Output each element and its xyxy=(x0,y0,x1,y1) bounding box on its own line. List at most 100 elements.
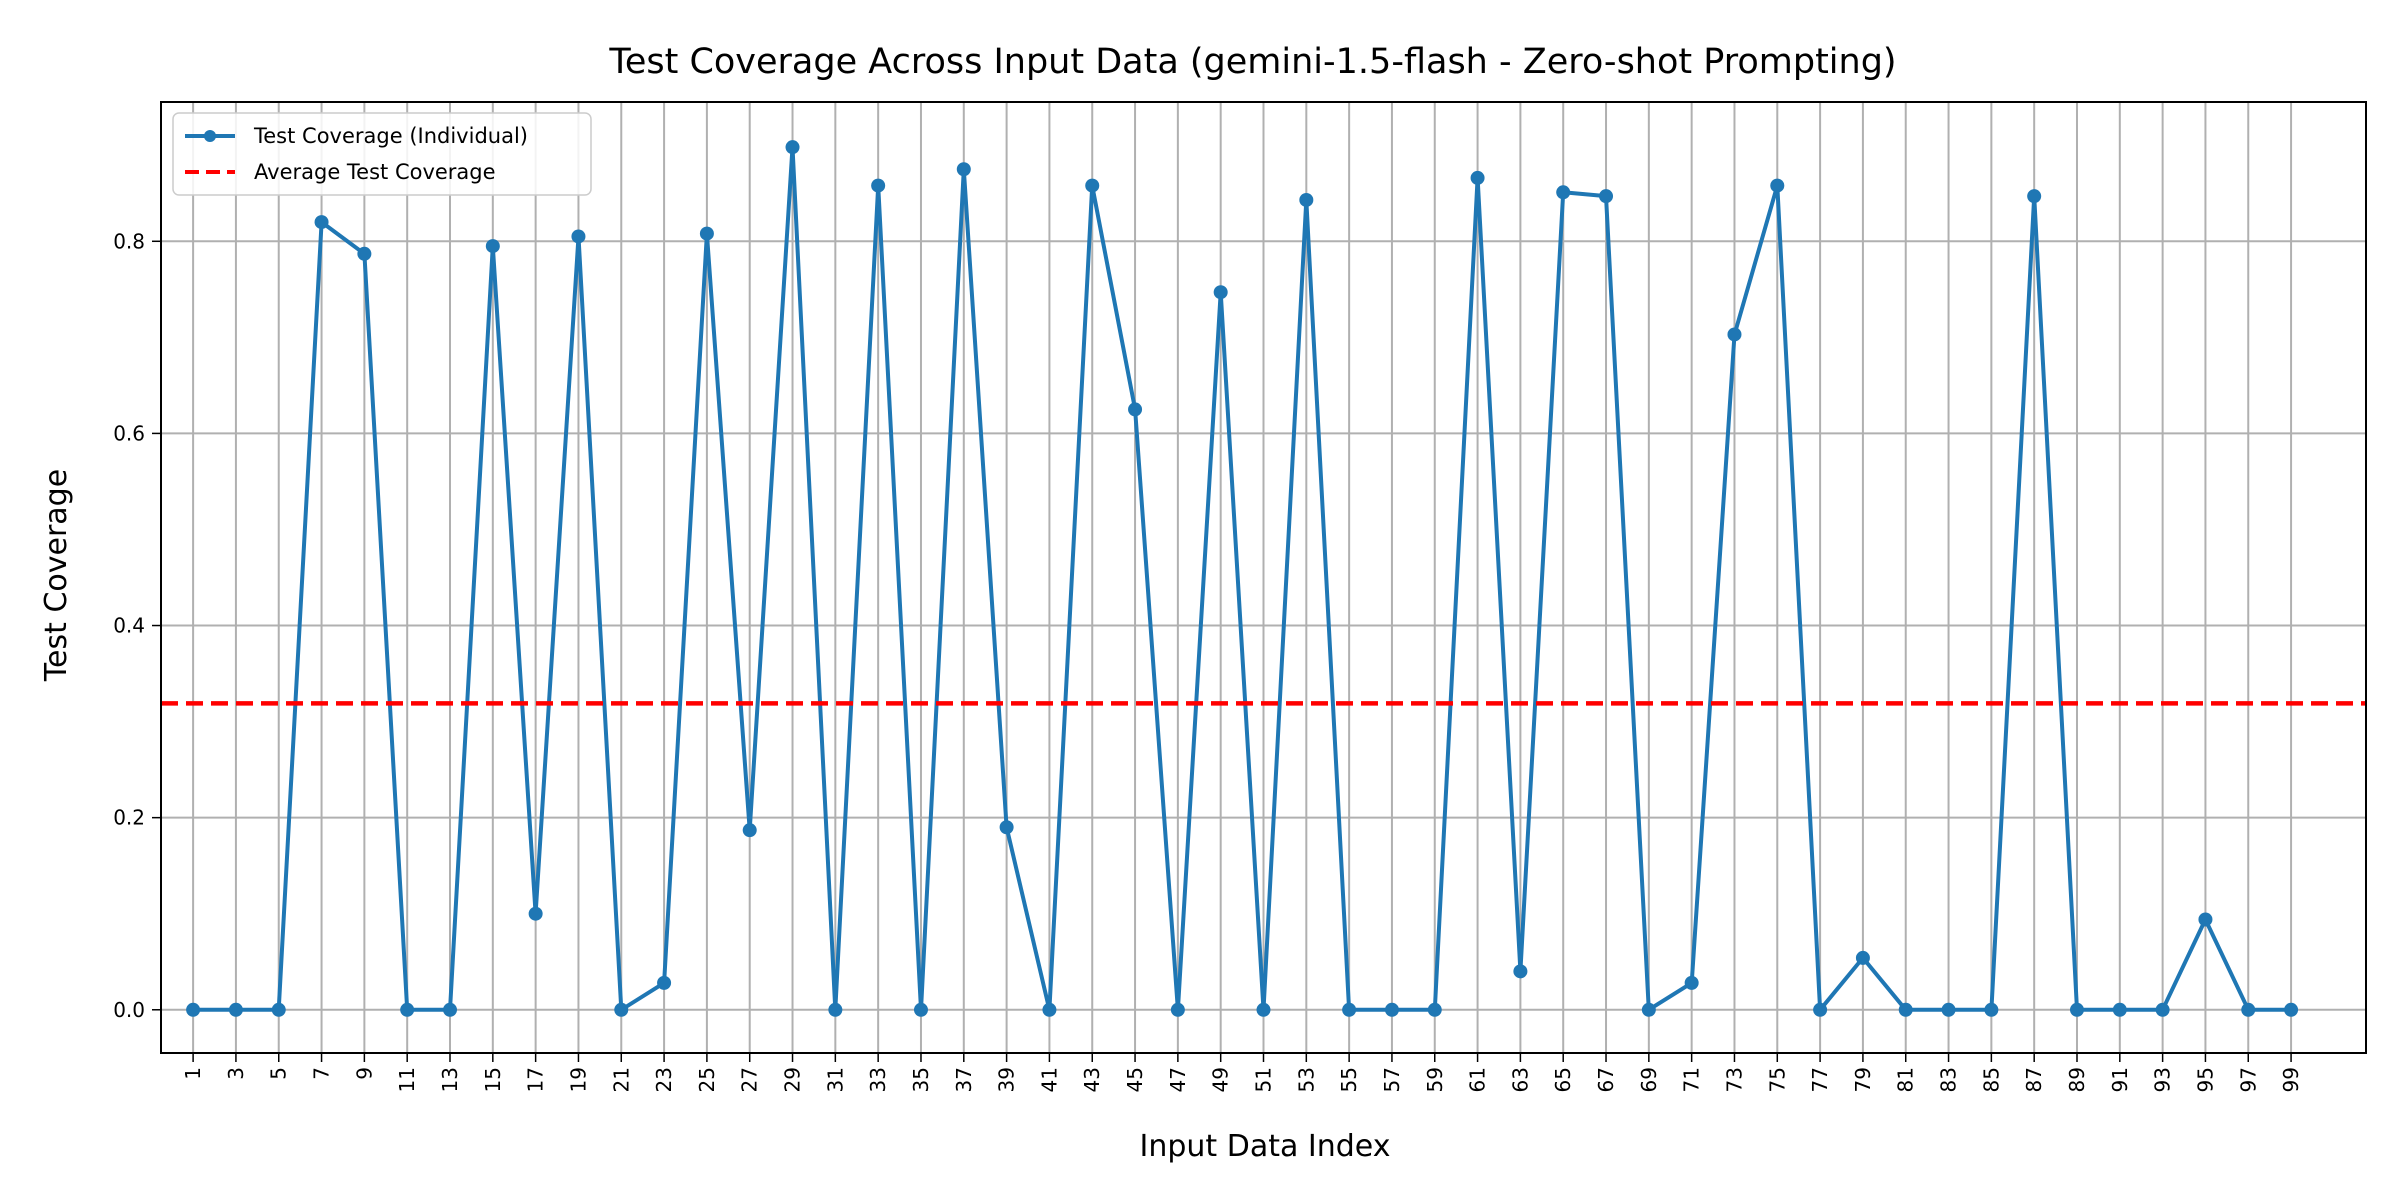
data-point xyxy=(742,823,757,838)
x-tick-label: 21 xyxy=(609,1067,633,1092)
data-point xyxy=(228,1002,243,1017)
x-tick-label: 89 xyxy=(2065,1067,2089,1092)
x-tick-label: 55 xyxy=(1337,1067,1361,1092)
x-tick-label: 91 xyxy=(2108,1067,2132,1092)
data-point xyxy=(571,229,586,244)
data-point xyxy=(1984,1002,1999,1017)
data-point xyxy=(1813,1002,1828,1017)
data-point xyxy=(1898,1002,1913,1017)
legend: Test Coverage (Individual) Average Test … xyxy=(172,112,592,196)
data-point xyxy=(1427,1002,1442,1017)
data-point xyxy=(1213,285,1228,300)
x-tick-label: 77 xyxy=(1808,1067,1832,1092)
data-point xyxy=(1470,170,1485,185)
x-tick-label: 17 xyxy=(524,1067,548,1092)
data-point xyxy=(1085,178,1100,193)
x-tick-label: 35 xyxy=(909,1067,933,1092)
data-point xyxy=(1170,1002,1185,1017)
data-point xyxy=(999,820,1014,835)
x-tick-label: 71 xyxy=(1680,1067,1704,1092)
data-point xyxy=(528,906,543,921)
x-tick-label: 51 xyxy=(1252,1067,1276,1092)
x-tick-label: 11 xyxy=(395,1067,419,1092)
data-point xyxy=(699,226,714,241)
x-tick-label: 33 xyxy=(866,1067,890,1092)
x-tick-label: 27 xyxy=(738,1067,762,1092)
data-point xyxy=(485,239,500,254)
data-point xyxy=(2155,1002,2170,1017)
x-tick-label: 67 xyxy=(1594,1067,1618,1092)
plot-frame xyxy=(160,101,2367,1054)
x-tick-label: 7 xyxy=(310,1067,334,1080)
x-axis-label: Input Data Index xyxy=(1140,1129,1391,1164)
x-tick-label: 73 xyxy=(1722,1067,1746,1092)
data-point xyxy=(314,215,329,230)
x-tick-label: 57 xyxy=(1380,1067,1404,1092)
data-point xyxy=(1556,185,1571,200)
x-tick-label: 95 xyxy=(2193,1067,2217,1092)
data-point xyxy=(1684,975,1699,990)
data-point xyxy=(1599,189,1614,204)
data-point xyxy=(186,1002,201,1017)
x-tick-label: 37 xyxy=(952,1067,976,1092)
legend-box xyxy=(172,112,592,196)
data-point xyxy=(956,162,971,177)
x-tick-label: 93 xyxy=(2151,1067,2175,1092)
x-tick-label: 29 xyxy=(781,1067,805,1092)
series-line-individual xyxy=(193,145,2292,1012)
data-point xyxy=(443,1002,458,1017)
x-tick-label: 19 xyxy=(566,1067,590,1092)
x-tick-label: 1 xyxy=(181,1067,205,1080)
y-tick-label: 0.0 xyxy=(113,998,145,1022)
data-point xyxy=(2112,1002,2127,1017)
x-tick-label: 3 xyxy=(224,1067,248,1080)
data-point xyxy=(828,1002,843,1017)
x-tick-label: 59 xyxy=(1423,1067,1447,1092)
x-tick-label: 87 xyxy=(2022,1067,2046,1092)
data-point xyxy=(1941,1002,1956,1017)
data-point xyxy=(400,1002,415,1017)
x-tick-label: 47 xyxy=(1166,1067,1190,1092)
legend-marker-individual xyxy=(204,130,216,142)
data-point xyxy=(871,178,886,193)
data-point xyxy=(1727,327,1742,342)
x-tick-label: 9 xyxy=(352,1067,376,1080)
data-point xyxy=(785,140,800,155)
x-tick-label: 25 xyxy=(695,1067,719,1092)
data-point xyxy=(271,1002,286,1017)
x-tick-label: 41 xyxy=(1037,1067,1061,1092)
x-tick-label: 53 xyxy=(1294,1067,1318,1092)
data-point xyxy=(1513,964,1528,979)
x-tick-label: 31 xyxy=(823,1067,847,1092)
x-tick-label: 65 xyxy=(1551,1067,1575,1092)
x-tick-label: 13 xyxy=(438,1067,462,1092)
x-tick-label: 43 xyxy=(1080,1067,1104,1092)
data-point xyxy=(2069,1002,2084,1017)
x-tick-label: 63 xyxy=(1508,1067,1532,1092)
data-point xyxy=(1256,1002,1271,1017)
data-point xyxy=(2241,1002,2256,1017)
data-point xyxy=(1299,192,1314,207)
y-tick-label: 0.6 xyxy=(113,421,145,445)
data-point xyxy=(2198,912,2213,927)
x-tick-label: 49 xyxy=(1209,1067,1233,1092)
data-point xyxy=(2284,1002,2299,1017)
x-tick-label: 85 xyxy=(1979,1067,2003,1092)
x-tick-label: 81 xyxy=(1894,1067,1918,1092)
legend-label-average: Average Test Coverage xyxy=(254,160,496,184)
data-point xyxy=(1641,1002,1656,1017)
x-tick-label: 5 xyxy=(267,1067,291,1080)
x-tick-label: 75 xyxy=(1765,1067,1789,1092)
data-point xyxy=(1042,1002,1057,1017)
x-tick-label: 69 xyxy=(1637,1067,1661,1092)
chart-title: Test Coverage Across Input Data (gemini-… xyxy=(608,42,1896,82)
x-tick-label: 61 xyxy=(1466,1067,1490,1092)
data-point xyxy=(1855,950,1870,965)
x-tick-label: 23 xyxy=(652,1067,676,1092)
data-point xyxy=(357,246,372,261)
x-tick-label: 15 xyxy=(481,1067,505,1092)
x-tick-label: 79 xyxy=(1851,1067,1875,1092)
x-tick-label: 83 xyxy=(1937,1067,1961,1092)
y-tick-label: 0.8 xyxy=(113,229,145,253)
